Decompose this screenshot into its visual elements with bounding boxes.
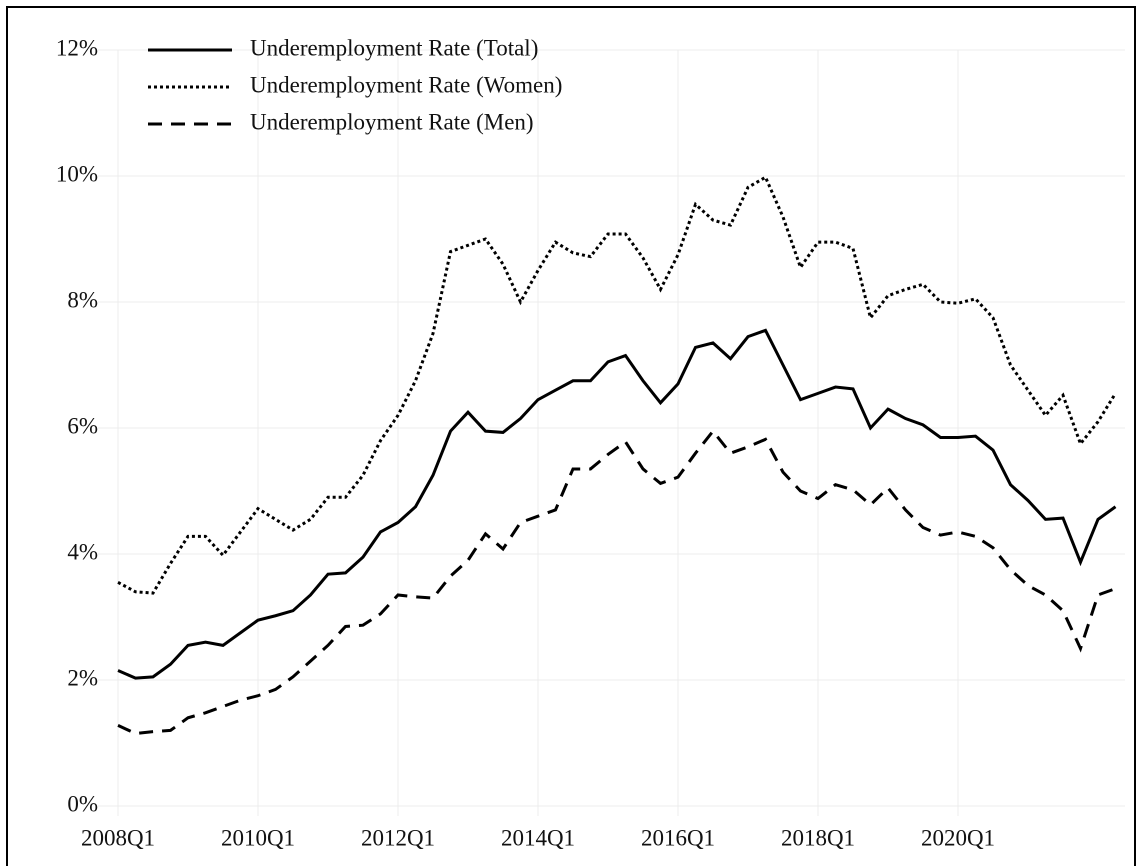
y-tick-label: 6%	[67, 413, 98, 438]
x-tick-label: 2020Q1	[921, 825, 995, 850]
x-tick-label: 2016Q1	[641, 825, 715, 850]
y-tick-label: 2%	[67, 665, 98, 690]
y-tick-label: 12%	[56, 35, 98, 60]
frame	[6, 6, 1136, 866]
x-tick-label: 2010Q1	[221, 825, 295, 850]
legend-label: Underemployment Rate (Total)	[250, 35, 538, 60]
y-tick-label: 8%	[67, 287, 98, 312]
y-tick-label: 4%	[67, 539, 98, 564]
y-tick-label: 0%	[67, 791, 98, 816]
x-tick-label: 2012Q1	[361, 825, 435, 850]
series-line	[117, 428, 1117, 736]
legend-label: Underemployment Rate (Women)	[250, 72, 562, 97]
y-tick-label: 10%	[56, 161, 98, 186]
x-tick-label: 2018Q1	[781, 825, 855, 850]
x-tick-label: 2014Q1	[501, 825, 575, 850]
legend-label: Underemployment Rate (Men)	[250, 109, 534, 134]
series-line	[117, 328, 1117, 680]
x-tick-label: 2008Q1	[81, 825, 155, 850]
series-line	[117, 175, 1117, 595]
